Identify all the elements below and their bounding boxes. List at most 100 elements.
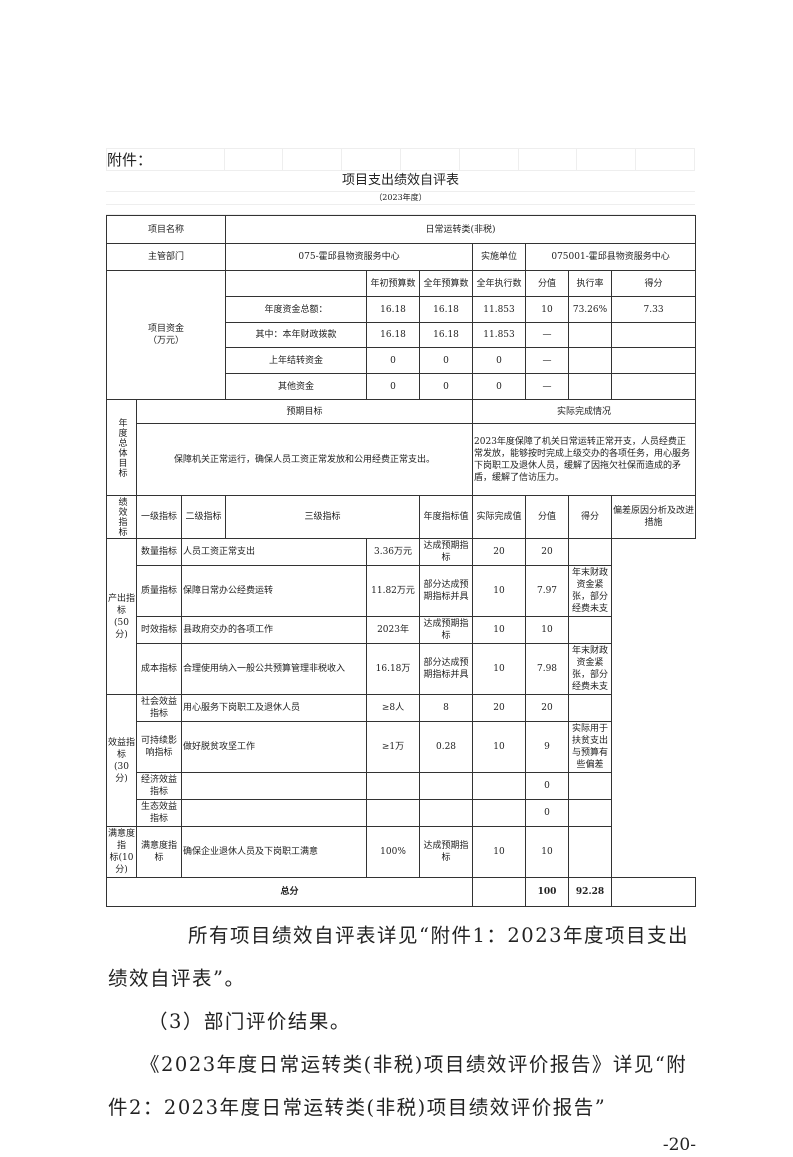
score-value: 10 [472, 565, 527, 617]
actual-result: 2023年度保障了机关日常运转正常开支，人员经费正常发放，能够按时完成上级交办的… [472, 423, 697, 496]
total-row: 总分 100 92.28 [105, 877, 697, 907]
funds-header: 执行率 [568, 270, 613, 297]
level3-indicator [180, 772, 368, 800]
level3-indicator: 保障日常办公经费运转 [180, 565, 368, 617]
deviation-note: 年末财政资金紧张，部分经费未支 [568, 565, 613, 617]
funds-cell: 10 [525, 296, 570, 323]
level2-indicator: 数量指标 [136, 538, 182, 566]
level3-indicator: 合理使用纳入一般公共预算管理非税收入 [180, 643, 368, 695]
funds-cell: 73.26% [568, 296, 613, 323]
funds-row: 其他资金 0 0 0— [107, 373, 697, 400]
target-value: 100% [366, 826, 421, 878]
funds-cell: — [525, 347, 570, 374]
funds-cell: 0 [472, 373, 527, 400]
level1-indicator: 效益指标 (30分) [106, 694, 137, 827]
actual-value [419, 772, 474, 800]
attachment-row: 附件： [106, 148, 695, 171]
level3-indicator: 人员工资正常支出 [180, 538, 368, 566]
expected-header: 预期目标 [135, 399, 474, 424]
deviation-note [568, 694, 613, 722]
funds-cell [611, 322, 697, 348]
paragraph: （3）部门评价结果。 [148, 1010, 351, 1033]
level3-indicator: 确保企业退休人员及下岗职工满意 [180, 826, 368, 878]
target-value: 2023年 [366, 616, 421, 644]
indicator-header: 三级指标 [225, 495, 421, 539]
indicator-header: 一级指标 [136, 495, 182, 539]
unit-value: 075001-霍邱县物资服务中心 [525, 243, 697, 271]
score-value: 20 [472, 538, 527, 566]
funds-cell: 11.853 [472, 296, 527, 323]
paragraph: 《2023年度日常运转类(非税)项目绩效评价报告》详见“附件2：2023年度日常… [108, 1053, 688, 1119]
score: 9 [525, 721, 570, 773]
deviation-note [568, 799, 613, 827]
department-row: 主管部门 075-霍邱县物资服务中心 实施单位 075001-霍邱县物资服务中心 [105, 243, 697, 271]
score: 20 [525, 538, 570, 566]
funds-header: 分值 [525, 270, 570, 297]
indicator-header: 年度指标值 [419, 495, 474, 539]
funds-cell [568, 347, 613, 374]
project-value: 日常运转类(非税) [225, 215, 697, 244]
actual-value: 达成预期指标 [419, 826, 474, 878]
indicator-row: 质量指标 保障日常办公经费运转 11.82万元 部分达成预期指标并具 10 7.97 年末财… [107, 565, 696, 617]
funds-cell: — [525, 322, 570, 348]
funds-cell: 0 [419, 373, 474, 400]
page-number: -20- [662, 1135, 696, 1155]
indicator-header: 分值 [525, 495, 570, 539]
table-year: （2023年度） [106, 192, 695, 205]
level2-indicator: 质量指标 [136, 565, 182, 617]
target-value [366, 772, 421, 800]
level2-indicator: 可持续影响指标 [136, 721, 182, 773]
level3-indicator: 做好脱贫攻坚工作 [180, 721, 368, 773]
score-value: 10 [472, 643, 527, 695]
score-value [472, 799, 527, 827]
indicator-row: 成本指标 合理使用纳入一般公共预算管理非税收入 16.18万 部分达成预期指标并具 10… [107, 643, 696, 695]
table-title: 项目支出绩效自评表 [106, 171, 695, 192]
deviation-note: 年末财政资金紧张，部分经费未支 [568, 643, 613, 695]
expected-goal: 保障机关正常运行，确保人员工资正常发放和公用经费正常支出。 [135, 423, 474, 496]
funds-cell: 0 [419, 347, 474, 374]
level1-indicator: 满意度指 标(10分) [106, 826, 137, 878]
deviation-note [568, 772, 613, 800]
funds-header: 全年执行数 [472, 270, 527, 297]
target-value: ≥1万 [366, 721, 421, 773]
score-value [472, 772, 527, 800]
funds-cell: 16.18 [366, 296, 421, 323]
funds-name: 其他资金 [225, 373, 368, 400]
deviation-note [568, 538, 613, 566]
indicator-row: 经济效益指标 0 [107, 772, 696, 800]
funds-cell [568, 373, 613, 400]
score-value: 20 [472, 694, 527, 722]
level3-indicator [180, 799, 368, 827]
funds-name: 年度资金总额： [225, 296, 368, 323]
funds-name: 其中：本年财政拨款 [225, 322, 368, 348]
funds-cell: 11.853 [472, 322, 527, 348]
indicator-row: 产出指标 (50分) 数量指标 人员工资正常支出 3.36万元 达成预期指标 20 20 [106, 538, 696, 695]
level2-indicator: 社会效益指标 [136, 694, 182, 722]
level2-indicator: 成本指标 [136, 643, 182, 695]
actual-value: 8 [419, 694, 474, 722]
score: 7.97 [525, 565, 570, 617]
level2-indicator: 满意度指标 [136, 826, 182, 878]
score: 7.98 [525, 643, 570, 695]
funds-cell [611, 347, 697, 374]
actual-header: 实际完成情况 [472, 399, 697, 424]
funds-header-row: 项目资金 （万元） 年初预算数 全年预算数 全年执行数 分值 执行率 得分 [105, 270, 697, 400]
level2-indicator: 时效指标 [136, 616, 182, 644]
target-value: 16.18万 [366, 643, 421, 695]
funds-cell [568, 322, 613, 348]
score: 10 [525, 616, 570, 644]
project-label: 项目名称 [105, 215, 227, 244]
deviation-note: 实际用于扶贫支出与预算有些偏差 [568, 721, 613, 773]
target-value [366, 799, 421, 827]
goals-header-row: 年度总体目标 预期目标 实际完成情况 [106, 399, 697, 496]
level1-indicator: 产出指标 (50分) [106, 538, 137, 695]
level2-indicator: 经济效益指标 [136, 772, 182, 800]
score: 0 [525, 799, 570, 827]
indicator-row: 满意度指 标(10分) 满意度指标 确保企业退休人员及下岗职工满意 100% 达成预期指… [106, 826, 696, 878]
score: 0 [525, 772, 570, 800]
actual-value: 0.28 [419, 721, 474, 773]
department-value: 075-霍邱县物资服务中心 [225, 243, 474, 271]
funds-header: 全年预算数 [419, 270, 474, 297]
indicator-header: 实际完成值 [472, 495, 527, 539]
total-label: 总分 [105, 877, 474, 907]
